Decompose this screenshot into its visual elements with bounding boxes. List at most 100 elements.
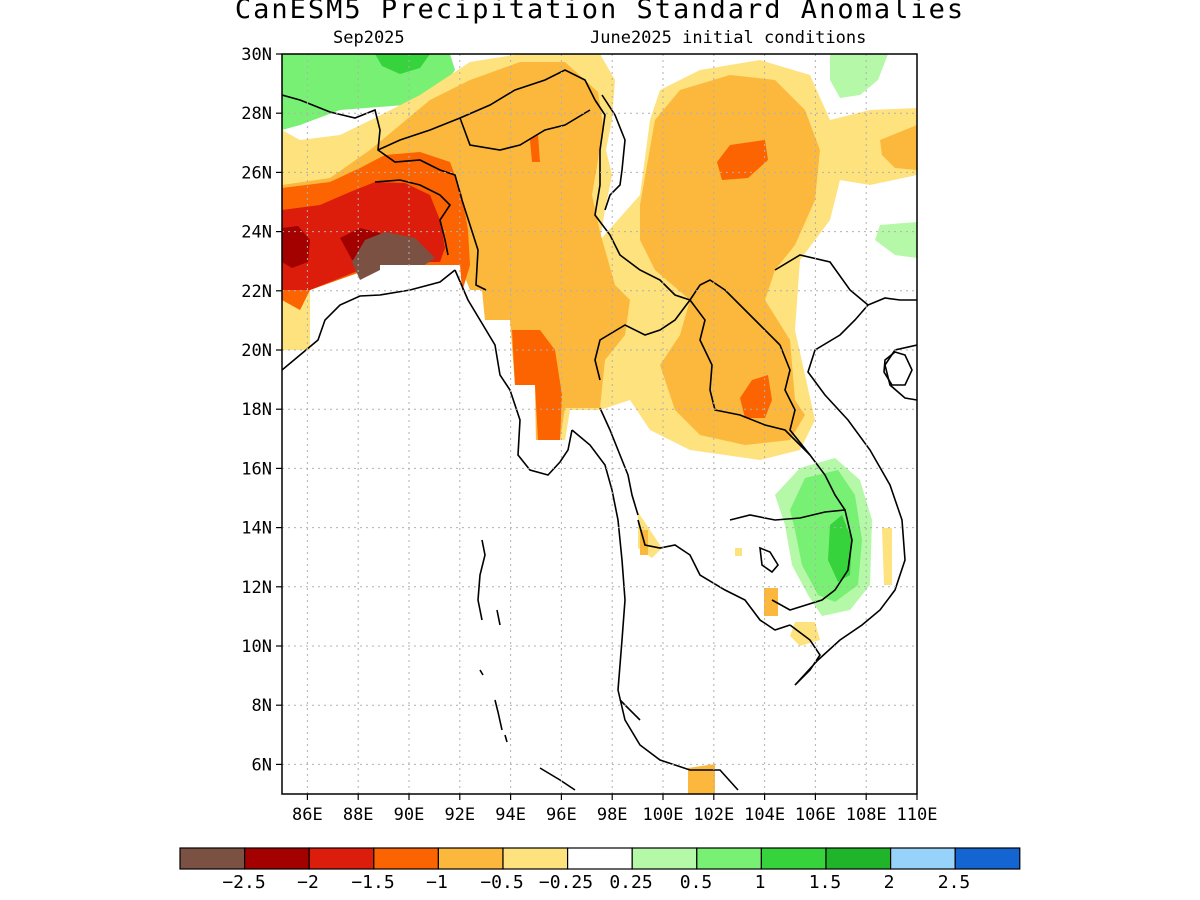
lat-label: 26N: [241, 163, 272, 183]
colorbar-label: 2.5: [938, 872, 971, 893]
border-thailand-laos: [689, 299, 811, 456]
lon-label: 104E: [744, 805, 785, 825]
lat-label: 20N: [241, 341, 272, 361]
positive-anomaly-ne: [830, 54, 888, 98]
map-frame: [281, 53, 918, 795]
colorbar-swatch: [308, 847, 375, 870]
positive-anomaly-e: [875, 222, 917, 258]
colorbar-swatch: [179, 847, 246, 870]
strong-negative-yunnan: [717, 140, 768, 180]
border-assam: [459, 109, 591, 151]
strong-negative-myanmar: [512, 330, 562, 440]
lat-label: 18N: [241, 400, 272, 420]
colorbar: [179, 847, 1021, 870]
colorbar-swatch: [889, 847, 956, 870]
colorbar-label: −0.5: [480, 872, 523, 893]
lon-label: 110E: [897, 805, 938, 825]
map-title: CanESM5 Precipitation Standard Anomalies: [234, 0, 966, 25]
longitude-labels: 86E 88E 90E 92E 94E 96E 98E 100E 102E 10…: [292, 805, 937, 825]
positive-anomaly-nw-core: [375, 54, 430, 74]
lon-label: 102E: [693, 805, 734, 825]
lat-label: 14N: [241, 519, 272, 539]
colorbar-swatch: [502, 847, 569, 870]
island-hainan: [883, 351, 913, 386]
strong-negative-laos: [740, 375, 772, 418]
colorbar-label: −2: [297, 872, 319, 893]
strong-negative-sliver: [530, 135, 540, 162]
border-bhutan-china: [377, 69, 596, 151]
islands-andaman: [477, 539, 508, 743]
moderate-negative-s: [688, 764, 715, 794]
colorbar-labels: −2.5 −2 −1.5 −1 −0.5 −0.25 0.25 0.5 1 1.…: [222, 872, 970, 893]
lon-label: 108E: [846, 805, 887, 825]
colorbar-label: −1.5: [351, 872, 394, 893]
lat-label: 28N: [241, 104, 272, 124]
lon-label: 86E: [292, 805, 323, 825]
tonle-sap: [759, 546, 779, 574]
lon-label: 94E: [495, 805, 526, 825]
colorbar-swatch: [696, 847, 762, 870]
valid-month-label: Sep2025: [333, 28, 405, 48]
anomaly-field: [282, 54, 917, 794]
lon-label: 90E: [394, 805, 425, 825]
colorbar-swatch: [437, 847, 504, 870]
lat-label: 16N: [241, 459, 272, 479]
masked-bay-area: [310, 265, 480, 300]
latitude-labels: 6N 8N 10N 12N 14N 16N 18N 20N 22N 24N 26…: [241, 45, 272, 775]
colorbar-label: 0.5: [680, 872, 713, 893]
colorbar-swatch: [373, 847, 439, 870]
colorbar-swatch: [566, 847, 633, 870]
colorbar-label: −1: [426, 872, 448, 893]
border-thailand-inner: [599, 407, 639, 516]
border-myanmar-thailand: [594, 279, 781, 381]
lat-label: 30N: [241, 45, 272, 65]
colorbar-swatch: [244, 847, 310, 870]
coastline-malay-peninsula: [571, 429, 739, 791]
moderate-negative-spots: [640, 530, 778, 616]
coastline-myanmar: [454, 269, 573, 476]
colorbar-swatch: [631, 847, 698, 870]
border-china-inner: [601, 94, 626, 211]
colorbar-label: −2.5: [222, 872, 265, 893]
graticule: [282, 54, 917, 794]
coastline-gulf-of-tonkin: [884, 344, 917, 401]
moderate-negative-ne: [880, 125, 917, 170]
border-myanmar-china: [594, 99, 691, 301]
positive-anomaly-indochina-core: [828, 515, 852, 582]
colorbar-label: 1: [755, 872, 766, 893]
lon-label: 98E: [597, 805, 628, 825]
border-india-nepal: [282, 94, 487, 291]
coastline-vietnam: [789, 297, 917, 686]
colorbar-label: −0.25: [539, 872, 593, 893]
initial-conditions-label: June2025 initial conditions: [590, 28, 867, 48]
lon-label: 92E: [444, 805, 475, 825]
lon-label: 88E: [343, 805, 374, 825]
moderate-negative-east: [640, 75, 820, 445]
border-laos-vietnam: [779, 344, 846, 511]
lat-label: 12N: [241, 578, 272, 598]
colorbar-label: 0.25: [609, 872, 652, 893]
coastlines: [282, 69, 917, 791]
lat-label: 22N: [241, 282, 272, 302]
border-bangladesh: [374, 179, 452, 256]
lon-label: 106E: [795, 805, 836, 825]
colorbar-swatch: [760, 847, 827, 870]
lat-label: 24N: [241, 223, 272, 243]
lat-label: 6N: [252, 755, 272, 775]
lat-label: 8N: [252, 696, 272, 716]
lat-label: 10N: [241, 637, 272, 657]
tick-marks: [276, 53, 918, 800]
lon-label: 96E: [546, 805, 577, 825]
colorbar-label: 2: [884, 872, 895, 893]
coastline-india-east: [282, 269, 456, 371]
border-china-vietnam: [774, 254, 869, 306]
border-cambodia: [729, 509, 853, 611]
coastline-gulf-of-thailand: [637, 519, 791, 631]
positive-anomaly-nw: [282, 54, 455, 130]
lon-label: 100E: [643, 805, 684, 825]
colorbar-label: 1.5: [809, 872, 842, 893]
colorbar-swatch: [825, 847, 892, 870]
coast-malaysia: [539, 699, 641, 791]
colorbar-swatch: [954, 847, 1021, 870]
